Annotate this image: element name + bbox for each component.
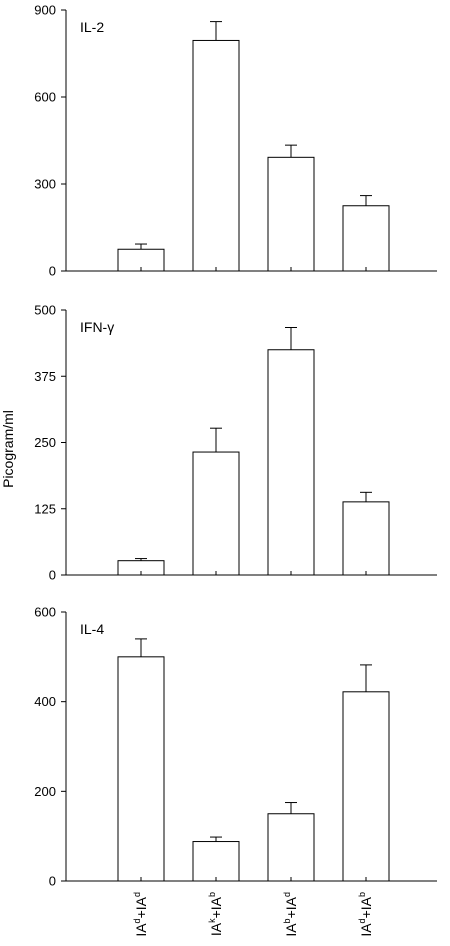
x-tick-label: IAd+IAd	[132, 892, 149, 937]
y-tick-label: 250	[34, 435, 56, 450]
y-tick-label: 375	[34, 369, 56, 384]
panel-label: IL-2	[80, 19, 104, 35]
panel-2: 0 125 250 375 500 IFN-γ	[34, 303, 437, 583]
y-tick-label: 0	[49, 264, 56, 279]
y-tick-label: 125	[34, 501, 56, 516]
bar	[267, 349, 315, 576]
panel-label: IL-4	[80, 621, 104, 637]
bar	[342, 501, 390, 576]
bar	[192, 451, 240, 576]
bar	[192, 39, 240, 272]
bar	[267, 813, 315, 882]
x-tick-label: IAb+IAd	[282, 892, 299, 937]
y-tick-label: 200	[34, 784, 56, 799]
x-category-labels: IAd+IAd IAk+IAb IAb+IAd IAd+IAb	[132, 892, 374, 937]
y-tick-label: 0	[49, 568, 56, 583]
x-tick-label: IAd+IAb	[357, 892, 374, 937]
chart-panels: 0 300 600 900 IL-2 0 125 250 375 500 IFN-γ 0 200 400 6…	[34, 3, 437, 889]
panel-1: 0 300 600 900 IL-2	[34, 3, 437, 279]
bar	[192, 841, 240, 882]
y-tick-label: 900	[34, 3, 56, 18]
bar	[267, 156, 315, 272]
y-tick-label: 500	[34, 303, 56, 318]
y-tick-label: 600	[34, 90, 56, 105]
y-tick-label: 0	[49, 874, 56, 889]
bar	[342, 691, 390, 882]
y-tick-label: 400	[34, 694, 56, 709]
bar	[342, 205, 390, 272]
panel-label: IFN-γ	[80, 319, 114, 335]
bar	[117, 656, 165, 882]
x-tick-label: IAk+IAb	[207, 892, 224, 936]
y-axis-title: Picogram/ml	[0, 410, 16, 488]
y-tick-label: 300	[34, 177, 56, 192]
panel-3: 0 200 400 600 IL-4	[34, 605, 437, 889]
y-tick-label: 600	[34, 605, 56, 620]
